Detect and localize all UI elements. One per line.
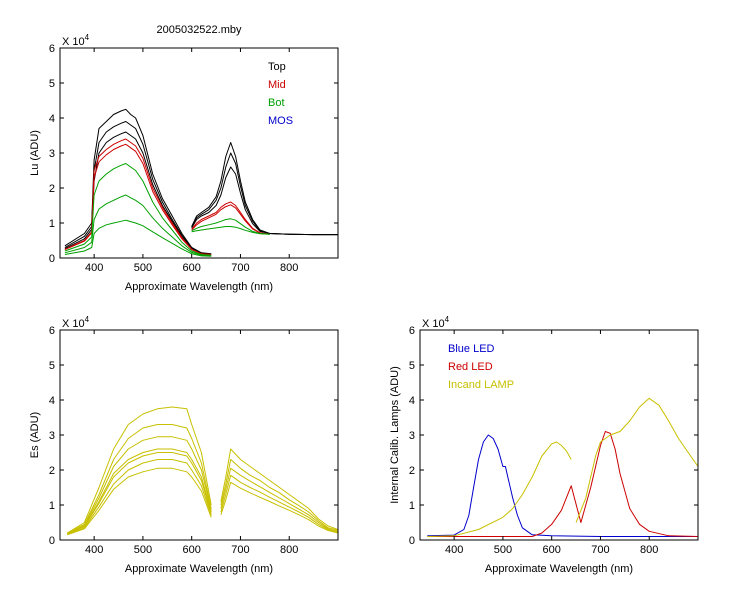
chart-panel-3: 400 500 600 700 800 0 1 2 3 4 5 6 X 104 Approximate W…	[389, 315, 699, 575]
x-tick-label: 500	[134, 544, 152, 556]
y-tick-label: 0	[409, 535, 415, 547]
x-tick-label: 400	[445, 544, 463, 556]
y-tick-label: 0	[49, 253, 55, 265]
x-tick-label: 800	[280, 262, 298, 274]
series-line-8	[64, 219, 212, 257]
x-tick-label: 800	[640, 544, 658, 556]
y-tick-label: 1	[49, 218, 55, 230]
x-tick-label: 500	[494, 544, 512, 556]
y-axis-label: Es (ADU)	[29, 412, 41, 458]
x-tick-label: 600	[183, 544, 201, 556]
chart-panel-1: 400 500 600 700 800 0 1 2 3 4 5 6 X 104 Approximate W…	[29, 24, 339, 293]
series-line-10	[191, 152, 338, 236]
series-line-6	[64, 163, 212, 256]
series-line-12	[220, 481, 338, 534]
y-exponent-label: X 104	[62, 33, 90, 48]
y-tick-label: 0	[49, 535, 55, 547]
series-line-3	[427, 441, 572, 537]
y-exponent-label: X 104	[62, 315, 90, 330]
legend: Top Mid Bot MOS	[268, 61, 293, 127]
chart-title: 2005032522.mby	[156, 24, 242, 36]
series-line-1	[64, 108, 212, 255]
series-line-6	[67, 459, 212, 535]
series-line-5	[64, 143, 212, 255]
x-tick-label: 700	[591, 544, 609, 556]
series-group	[427, 397, 698, 537]
x-tick-label: 700	[231, 262, 249, 274]
y-tick-label: 6	[409, 325, 415, 337]
series-line-7	[64, 194, 212, 257]
series-line-1	[427, 434, 698, 537]
chart-panel-2: 400 500 600 700 800 0 1 2 3 4 5 6 X 104 Approximate W…	[29, 315, 339, 575]
y-tick-label: 4	[49, 113, 55, 125]
x-tick-label: 700	[231, 544, 249, 556]
series-line-11	[220, 474, 338, 533]
y-tick-label: 6	[49, 43, 55, 55]
series-line-2	[427, 431, 698, 537]
series-line-10	[220, 467, 338, 532]
y-tick-label: 5	[49, 78, 55, 90]
y-tick-label: 2	[49, 465, 55, 477]
series-line-4	[64, 138, 212, 255]
series-line-9	[191, 142, 338, 236]
series-line-7	[67, 467, 212, 536]
legend: Blue LED Red LED Incand LAMP	[448, 343, 514, 391]
series-line-8	[220, 448, 338, 530]
y-tick-label: 1	[409, 500, 415, 512]
series-line-13	[191, 204, 270, 235]
series-line-3	[67, 436, 212, 535]
series-group	[67, 406, 338, 536]
y-tick-label: 2	[49, 183, 55, 195]
series-line-14	[191, 218, 270, 235]
y-exponent-power: 4	[85, 33, 90, 42]
x-axis-label: Approximate Wavelength (nm)	[125, 281, 273, 293]
legend-entry: Bot	[268, 97, 285, 109]
series-line-2	[67, 424, 212, 534]
x-tick-label: 600	[543, 544, 561, 556]
legend-entry: Mid	[268, 79, 286, 91]
series-line-15	[191, 226, 270, 235]
y-tick-label: 4	[49, 395, 55, 407]
x-axis-label: Approximate Wavelength (nm)	[485, 563, 633, 575]
series-line-1	[67, 406, 212, 534]
legend-entry: Top	[268, 61, 286, 73]
y-tick-label: 4	[409, 395, 415, 407]
y-tick-label: 6	[49, 325, 55, 337]
series-line-9	[220, 459, 338, 531]
series-line-4	[67, 448, 212, 535]
x-tick-label: 400	[85, 544, 103, 556]
x-tick-label: 800	[280, 544, 298, 556]
series-line-5	[67, 452, 212, 535]
x-tick-label: 500	[134, 262, 152, 274]
x-tick-label: 600	[183, 262, 201, 274]
legend-entry: Incand LAMP	[448, 379, 514, 391]
y-tick-label: 3	[49, 148, 55, 160]
x-tick-label: 400	[85, 262, 103, 274]
series-group	[64, 108, 338, 257]
y-exponent-power: 4	[445, 315, 450, 324]
legend-entry: Red LED	[448, 361, 493, 373]
y-tick-label: 3	[49, 430, 55, 442]
y-tick-label: 5	[409, 360, 415, 372]
y-tick-label: 3	[409, 430, 415, 442]
y-tick-label: 2	[409, 465, 415, 477]
y-exponent-power: 4	[85, 315, 90, 324]
legend-entry: Blue LED	[448, 343, 495, 355]
series-line-4	[575, 397, 698, 523]
series-line-11	[191, 166, 338, 236]
x-axis-label: Approximate Wavelength (nm)	[125, 563, 273, 575]
y-tick-label: 1	[49, 500, 55, 512]
y-exponent-label: X 104	[422, 315, 450, 330]
plot-frame	[59, 329, 339, 541]
y-axis-label: Lu (ADU)	[29, 130, 41, 176]
y-tick-label: 5	[49, 360, 55, 372]
series-line-2	[64, 121, 212, 255]
y-axis-label: Internal Calib. Lamps (ADU)	[389, 366, 401, 504]
legend-entry: MOS	[268, 115, 293, 127]
